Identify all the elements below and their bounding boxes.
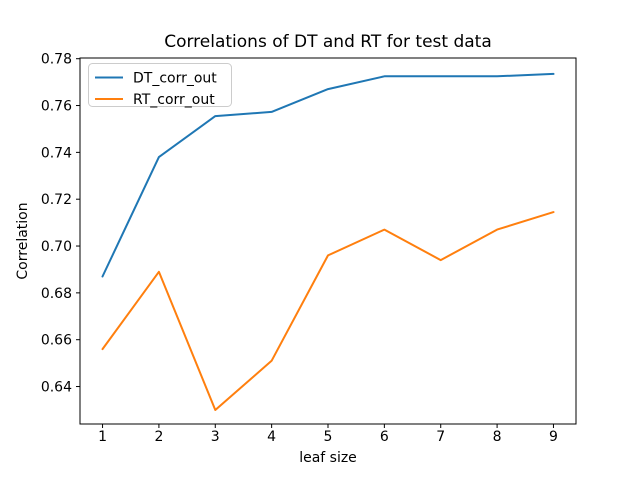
legend-label-rt-corr-out: RT_corr_out: [133, 92, 215, 108]
x-tick-label: 5: [324, 429, 333, 445]
y-tick-label: 0.72: [41, 192, 72, 208]
y-tick-label: 0.70: [41, 239, 72, 255]
x-tick-label: 7: [436, 429, 445, 445]
y-tick-label: 0.76: [41, 99, 72, 115]
series-line-RT_corr_out: [101, 211, 555, 411]
y-tick-label: 0.74: [41, 145, 72, 161]
x-tick-label: 4: [267, 429, 276, 445]
plot-border: [79, 57, 577, 425]
x-tick-label: 2: [154, 429, 163, 445]
x-tick-label: 8: [493, 429, 502, 445]
series-line-DT_corr_out: [101, 72, 555, 278]
legend-label-dt-corr-out: DT_corr_out: [133, 71, 217, 87]
y-tick-label: 0.68: [41, 286, 72, 302]
x-tick-label: 9: [549, 429, 558, 445]
legend: DT_corr_out RT_corr_out: [88, 63, 232, 108]
chart-title: Correlations of DT and RT for test data: [164, 32, 492, 52]
series-layer: [101, 72, 555, 411]
legend-box: [88, 63, 232, 107]
y-tick-label: 0.66: [41, 333, 72, 349]
x-tick-label: 6: [380, 429, 389, 445]
y-tick-label: 0.64: [41, 380, 72, 396]
x-tick-label: 3: [211, 429, 220, 445]
axis-ticks: 1 2 3 4 5 6 7 8 9 0.64 0.66 0.68 0.70 0.72 0.74 0.76 0.7…: [41, 52, 558, 445]
y-tick-label: 0.78: [41, 52, 72, 68]
y-axis-label: Correlation: [15, 202, 31, 279]
x-tick-label: 1: [98, 429, 107, 445]
x-axis-label: leaf size: [299, 450, 357, 466]
